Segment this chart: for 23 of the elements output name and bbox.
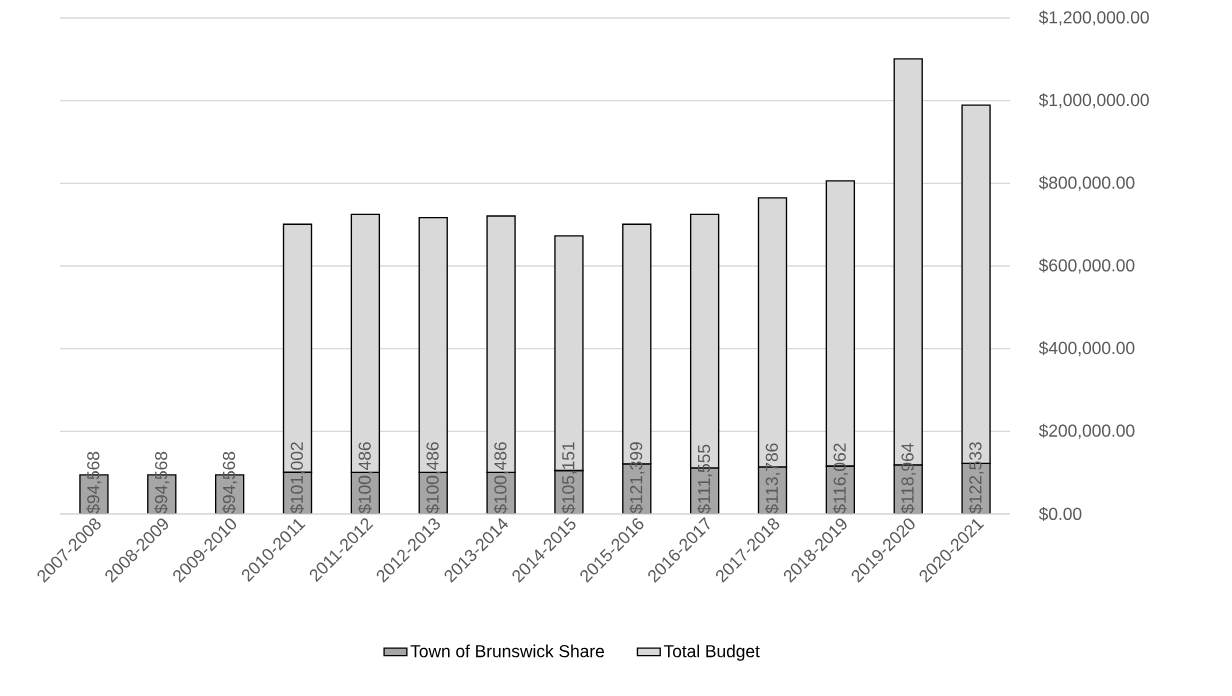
data-label: $113,786	[764, 443, 781, 514]
data-label: $100,486	[425, 442, 441, 514]
y-tick-label: $0.00	[1038, 506, 1082, 521]
data-label: $111,555	[697, 444, 713, 514]
data-label: $122,533	[968, 442, 984, 514]
y-tick-label: $800,000.00	[1038, 175, 1135, 191]
data-label: $121,399	[629, 442, 645, 514]
data-label: $101,002	[289, 442, 306, 514]
data-label: $118,964	[900, 443, 916, 514]
legend-label: Total Budget	[663, 644, 760, 661]
y-tick-label: $1,000,000.00	[1038, 93, 1149, 109]
data-label: $94,568	[154, 451, 170, 514]
data-label: $105,151	[561, 442, 577, 514]
y-tick-label: $200,000.00	[1038, 423, 1135, 439]
y-tick-label: $400,000.00	[1038, 341, 1135, 357]
data-label: $116,062	[832, 443, 848, 514]
data-label: $100,486	[493, 442, 509, 514]
data-label: $94,568	[222, 451, 238, 514]
y-tick-label: $1,200,000.00	[1038, 10, 1149, 26]
legend-label: Town of Brunswick Share	[410, 644, 604, 658]
y-tick-label: $600,000.00	[1038, 258, 1135, 274]
data-label: $94,568	[86, 451, 102, 514]
data-label: $100,486	[357, 442, 373, 514]
